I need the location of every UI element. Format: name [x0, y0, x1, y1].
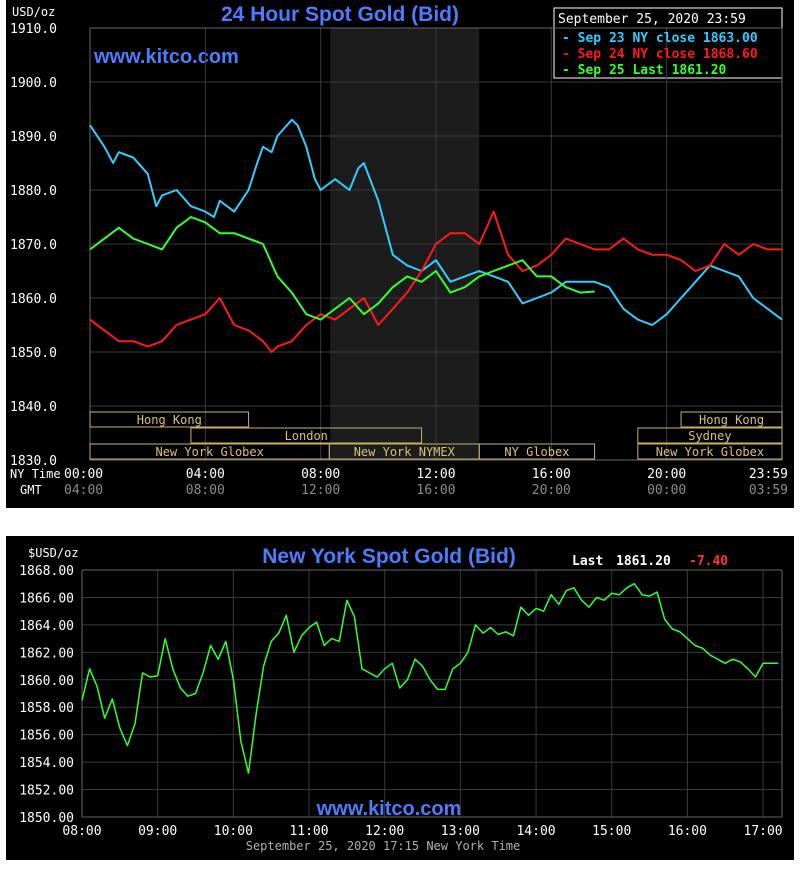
chart-ny-svg: $USD/oz New York Spot Gold (Bid) Last 18…	[19, 545, 783, 853]
chart-24h-y-tick: 1850.0	[10, 346, 57, 361]
chart-ny-x-tick: 10:00	[214, 824, 253, 839]
chart-24h-legend-entry-2: - Sep 24 NY close 1868.60	[562, 47, 758, 62]
chart-24h-market-box	[89, 411, 250, 428]
chart-24h-market-box	[680, 411, 783, 428]
chart-24h-watermark: www.kitco.com	[93, 46, 239, 68]
chart-24h-plot-border	[89, 27, 783, 461]
chart-ny-y-tick: 1852.00	[19, 784, 74, 799]
chart-24h-series-line-2	[89, 210, 782, 353]
chart-new-york-spot-gold: $USD/oz New York Spot Gold (Bid) Last 18…	[6, 536, 794, 860]
chart-24h-x-tick-gmt: 03:59	[749, 483, 788, 498]
chart-24h-market-label: London	[285, 429, 328, 443]
chart-ny-x-tick: 11:00	[289, 824, 328, 839]
chart-24h-x-tick-ny: 00:00	[64, 467, 103, 482]
chart-24h-x-tick-gmt: 00:00	[647, 483, 686, 498]
chart-ny-last-label: Last	[572, 554, 603, 569]
chart-24h-legend-entry-3: - Sep 25 Last 1861.20	[562, 63, 727, 78]
chart-ny-x-tick: 16:00	[668, 824, 707, 839]
chart-ny-ylabel: $USD/oz	[28, 546, 79, 560]
chart-ny-footer: September 25, 2020 17:15 New York Time	[246, 839, 521, 853]
chart-24h-market-label: Hong Kong	[137, 413, 202, 427]
chart-24h-market-box	[637, 427, 783, 444]
chart-ny-y-tick: 1868.00	[19, 564, 74, 579]
chart-24h-y-tick: 1840.0	[10, 400, 57, 415]
chart-24h-x-label-ny: NY Time	[10, 467, 61, 481]
chart-ny-x-tick: 13:00	[441, 824, 480, 839]
chart-ny-x-tick: 15:00	[592, 824, 631, 839]
chart-24h-y-tick: 1880.0	[10, 184, 57, 199]
chart-24h-legend-box	[553, 7, 783, 79]
chart-24h-x-tick-ny: 12:00	[416, 467, 455, 482]
chart-24h-market-box	[478, 443, 596, 460]
chart-24h-market-label: NY Globex	[504, 445, 569, 459]
chart-24h-y-tick: 1860.0	[10, 292, 57, 307]
chart-24h-title: 24 Hour Spot Gold (Bid)	[221, 3, 459, 26]
chart-24h-series-line-1	[89, 118, 783, 326]
chart-ny-last-value: 1861.20	[616, 554, 671, 569]
chart-24h-market-label: Sydney	[688, 429, 731, 443]
chart-24h-x-tick-ny: 16:00	[532, 467, 571, 482]
chart-24h-y-tick: 1900.0	[10, 76, 57, 91]
chart-ny-change: -7.40	[689, 554, 728, 569]
chart-24h-x-tick-ny: 20:00	[647, 467, 686, 482]
chart-ny-plot-border	[81, 569, 783, 818]
chart-ny-x-tick: 17:00	[744, 824, 783, 839]
chart-ny-series-line-1	[81, 582, 779, 774]
chart-24-hour-spot-gold: USD/oz 24 Hour Spot Gold (Bid) September…	[6, 0, 794, 508]
chart-24h-x-tick-gmt: 08:00	[186, 483, 225, 498]
chart-ny-y-tick: 1858.00	[19, 701, 74, 716]
chart-24h-svg: USD/oz 24 Hour Spot Gold (Bid) September…	[10, 3, 788, 498]
chart-ny-x-tick: 12:00	[365, 824, 404, 839]
chart-24h-x-tick-gmt: 12:00	[301, 483, 340, 498]
chart-ny-y-tick: 1866.00	[19, 591, 74, 606]
chart-24h-x-tick-ny: 04:00	[186, 467, 225, 482]
chart-24h-x-tick-gmt: 16:00	[416, 483, 455, 498]
chart-24h-timestamp: September 25, 2020 23:59	[558, 12, 746, 27]
chart-24h-y-tick: 1890.0	[10, 130, 57, 145]
chart-ny-y-tick: 1856.00	[19, 729, 74, 744]
chart-ny-x-tick: 08:00	[62, 824, 101, 839]
chart-ny-y-tick: 1864.00	[19, 619, 74, 634]
chart-24h-x-tick-gmt: 20:00	[532, 483, 571, 498]
chart-ny-x-tick: 14:00	[516, 824, 555, 839]
chart-ny-y-tick: 1854.00	[19, 756, 74, 771]
chart-24h-y-tick: 1870.0	[10, 238, 57, 253]
chart-24h-market-label: New York Globex	[656, 445, 764, 459]
chart-24h-legend-entry-1: - Sep 23 NY close 1863.00	[562, 31, 758, 46]
chart-ny-y-tick: 1860.00	[19, 674, 74, 689]
chart-24h-series-line-3	[89, 216, 595, 321]
chart-24h-market-label: New York Globex	[155, 445, 263, 459]
chart-24h-x-tick-gmt: 04:00	[64, 483, 103, 498]
chart-ny-title: New York Spot Gold (Bid)	[262, 545, 516, 568]
chart-24h-market-box	[190, 427, 423, 444]
chart-ny-x-tick: 09:00	[138, 824, 177, 839]
chart-ny-watermark: www.kitco.com	[316, 798, 462, 820]
chart-24h-x-label-gmt: GMT	[20, 483, 42, 497]
chart-24h-x-tick-ny: 23:59	[749, 467, 788, 482]
chart-ny-y-tick: 1862.00	[19, 646, 74, 661]
chart-24h-y-tick: 1910.0	[10, 22, 57, 37]
chart-24h-market-label: New York NYMEX	[354, 445, 456, 459]
chart-24h-ylabel: USD/oz	[12, 5, 55, 19]
chart-24h-y-tick: 1830.0	[10, 454, 57, 469]
chart-ny-y-tick: 1850.00	[19, 811, 74, 826]
chart-24h-market-label: Hong Kong	[699, 413, 764, 427]
chart-24h-x-tick-ny: 08:00	[301, 467, 340, 482]
chart-24h-market-box	[637, 443, 783, 460]
